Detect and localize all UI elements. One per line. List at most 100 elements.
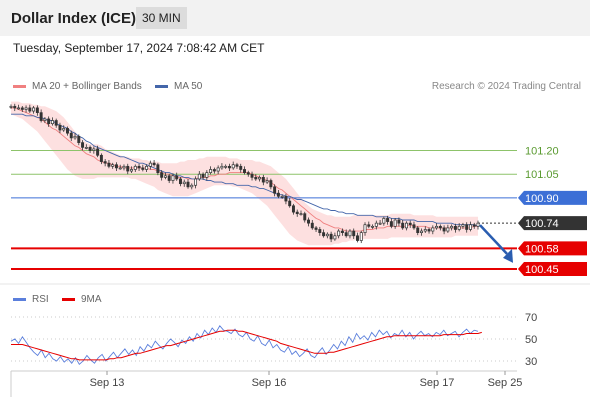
candle-body bbox=[307, 219, 311, 224]
candle-body bbox=[371, 225, 375, 228]
candle-body bbox=[145, 165, 149, 170]
candle-body bbox=[32, 107, 36, 112]
rsi-line bbox=[10, 325, 479, 365]
candle-body bbox=[465, 224, 469, 230]
candle-body bbox=[190, 184, 194, 188]
candle-body bbox=[314, 227, 318, 230]
ma20-legend-label: MA 20 + Bollinger Bands bbox=[32, 81, 142, 92]
candle-body bbox=[408, 222, 412, 226]
candle-body bbox=[276, 192, 280, 197]
timeframe-badge[interactable]: 30 MIN bbox=[136, 7, 187, 29]
candle-body bbox=[103, 161, 107, 164]
level-tag-text-100.90: 100.90 bbox=[525, 193, 559, 205]
candle-body bbox=[291, 205, 295, 213]
candle-body bbox=[310, 222, 314, 229]
9ma-legend-label: 9MA bbox=[81, 294, 102, 305]
candle-body bbox=[438, 225, 442, 229]
candle-body bbox=[235, 164, 239, 167]
candle-body bbox=[280, 195, 284, 198]
candle-body bbox=[96, 148, 100, 156]
candle-body bbox=[54, 120, 58, 126]
candle-body bbox=[393, 219, 397, 227]
candle-body bbox=[378, 222, 382, 225]
x-tick-label: Sep 25 bbox=[488, 377, 523, 389]
header-bar: Dollar Index (ICE) 30 MIN bbox=[0, 0, 590, 36]
level-tag-100.45 bbox=[518, 261, 587, 276]
9ma-legend-swatch bbox=[62, 297, 75, 301]
candle-body bbox=[427, 229, 431, 232]
candle-body bbox=[397, 219, 401, 224]
candle-body bbox=[401, 222, 405, 229]
ma50-legend-swatch bbox=[155, 84, 168, 88]
candle-body bbox=[17, 107, 21, 110]
candle-body bbox=[224, 165, 228, 168]
candle-body bbox=[337, 230, 341, 237]
candle-body bbox=[13, 105, 17, 109]
candle-body bbox=[412, 224, 416, 229]
candle-body bbox=[58, 124, 62, 131]
candle-body bbox=[126, 165, 130, 172]
candle-body bbox=[167, 175, 171, 181]
candle-body bbox=[359, 232, 363, 241]
legend-ma50: MA 50 bbox=[155, 81, 202, 92]
rsi-tick-30: 30 bbox=[525, 356, 537, 368]
candle-body bbox=[69, 132, 73, 139]
candle-body bbox=[216, 167, 220, 172]
candle-body bbox=[423, 229, 427, 232]
ma50-line bbox=[11, 113, 479, 227]
candle-body bbox=[239, 165, 243, 170]
candle-body bbox=[205, 172, 209, 178]
candle-body bbox=[62, 128, 66, 131]
forecast-arrow-shaft bbox=[479, 224, 508, 255]
candle-body bbox=[73, 135, 77, 139]
candle-body bbox=[66, 128, 69, 134]
candle-body bbox=[77, 135, 81, 143]
candle-body bbox=[175, 175, 179, 180]
candle-body bbox=[457, 225, 461, 230]
candle-body bbox=[356, 235, 359, 241]
rsi-legend-label: RSI bbox=[32, 294, 49, 305]
rsi-tick-50: 50 bbox=[525, 334, 537, 346]
candle-body bbox=[476, 222, 480, 227]
candle-body bbox=[118, 167, 122, 170]
candle-body bbox=[374, 222, 378, 227]
timestamp: Tuesday, September 17, 2024 7:08:42 AM C… bbox=[13, 41, 265, 55]
candle-body bbox=[141, 167, 145, 170]
level-tag-text-100.74: 100.74 bbox=[525, 218, 559, 230]
candle-body bbox=[416, 227, 420, 233]
level-tag-text-100.45: 100.45 bbox=[525, 264, 559, 276]
candle-body bbox=[84, 147, 88, 149]
candle-body bbox=[92, 148, 96, 151]
candle-body bbox=[348, 230, 352, 237]
candle-body bbox=[329, 233, 333, 240]
rsi-tick-70: 70 bbox=[525, 312, 537, 324]
legend-9ma: 9MA bbox=[62, 294, 102, 305]
candle-body bbox=[344, 232, 348, 237]
candle-body bbox=[322, 232, 326, 237]
candle-body bbox=[386, 218, 390, 222]
candle-body bbox=[340, 230, 344, 233]
candle-body bbox=[389, 221, 393, 227]
candle-body bbox=[171, 175, 175, 181]
forecast-arrow-head bbox=[503, 248, 513, 263]
candle-body bbox=[148, 162, 152, 167]
candle-body bbox=[24, 107, 28, 110]
candle-body bbox=[246, 172, 250, 175]
candle-body bbox=[243, 169, 246, 173]
candle-body bbox=[130, 169, 133, 172]
candle-body bbox=[114, 164, 118, 169]
candle-body bbox=[453, 225, 457, 230]
candle-body bbox=[468, 224, 472, 230]
candle-body bbox=[250, 173, 254, 178]
candle-body bbox=[43, 118, 47, 121]
candle-body bbox=[163, 175, 167, 178]
candle-body bbox=[212, 169, 216, 172]
candle-body bbox=[107, 162, 111, 167]
candle-body bbox=[227, 165, 231, 169]
candle-body bbox=[295, 211, 299, 215]
candle-body bbox=[265, 180, 269, 183]
candle-body bbox=[273, 186, 277, 194]
candle-body bbox=[99, 154, 103, 162]
rsi-legend-swatch bbox=[13, 297, 26, 301]
